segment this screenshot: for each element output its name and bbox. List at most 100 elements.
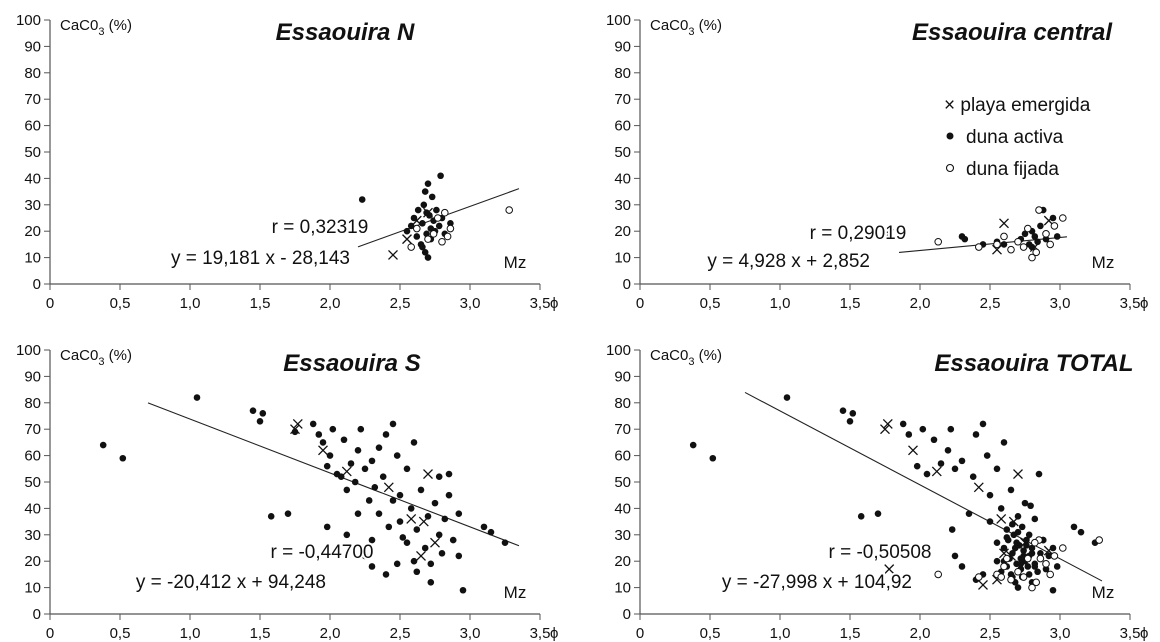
y-tick-label: 60 xyxy=(614,118,631,135)
y-tick-label: 40 xyxy=(24,170,41,187)
data-point-duna-activa xyxy=(923,470,931,478)
data-point-duna-fijada xyxy=(1024,554,1032,563)
chart-title: Essaouira S xyxy=(283,350,420,377)
data-point-duna-activa xyxy=(846,417,854,425)
data-point-duna-activa xyxy=(368,457,376,465)
data-point-duna-activa xyxy=(323,462,331,470)
data-point-duna-activa xyxy=(347,460,355,467)
cross-stroke xyxy=(908,445,918,456)
data-point-duna-activa xyxy=(323,523,331,531)
y-tick-label: 70 xyxy=(614,421,631,438)
data-point-duna-activa xyxy=(419,243,426,251)
x-tick-label: 2,0 xyxy=(910,295,931,312)
data-point-duna-activa xyxy=(1023,536,1030,544)
data-point-duna-activa xyxy=(1007,486,1015,494)
x-axis-label: Mz xyxy=(504,583,527,602)
data-point-duna-activa xyxy=(417,486,425,494)
data-point-duna-activa xyxy=(1011,544,1019,552)
y-tick-label: 70 xyxy=(24,91,41,108)
cross-stroke xyxy=(999,218,1009,229)
cross-stroke xyxy=(402,234,412,245)
data-point-duna-activa xyxy=(365,497,373,504)
data-point-duna-fijada xyxy=(441,208,449,217)
data-point-duna-activa xyxy=(435,222,443,230)
data-point-duna-fijada xyxy=(1095,536,1103,544)
data-point-duna-activa xyxy=(396,518,404,525)
data-point-duna-activa xyxy=(1049,586,1057,594)
legend-item: duna activa xyxy=(946,127,1064,148)
data-point-duna-activa xyxy=(410,439,418,446)
cross-stroke xyxy=(882,418,893,429)
y-tick-label: 70 xyxy=(614,91,631,108)
data-point-duna-activa xyxy=(385,523,393,531)
data-point-duna-activa xyxy=(382,431,390,438)
regression-equation: y = -27,998 x + 104,92 xyxy=(722,572,912,593)
data-point-duna-activa xyxy=(1049,214,1057,222)
data-point-duna-activa xyxy=(340,436,348,444)
data-point-duna-activa xyxy=(1024,563,1032,570)
cross-stroke xyxy=(931,466,942,477)
data-point-duna-activa xyxy=(421,249,429,256)
data-point-duna-fijada xyxy=(975,243,983,251)
data-point-duna-activa xyxy=(459,586,467,594)
x-tick-label: 2,5 xyxy=(390,625,411,642)
data-point-playa-emergida xyxy=(884,564,895,575)
x-tick-label: 2,0 xyxy=(910,625,931,642)
data-point-duna-activa xyxy=(413,233,421,240)
legend-marker-filled-circle xyxy=(946,132,954,140)
data-point-duna-activa xyxy=(424,513,432,520)
data-point-playa-emergida xyxy=(388,250,398,260)
data-point-duna-activa xyxy=(249,407,257,415)
data-point-duna-activa xyxy=(343,531,351,539)
y-tick-label: 40 xyxy=(614,500,631,517)
data-point-duna-activa xyxy=(1025,571,1033,578)
y-tick-label: 20 xyxy=(24,223,41,240)
data-point-duna-activa xyxy=(839,407,847,415)
data-point-playa-emergida xyxy=(996,514,1007,524)
data-point-duna-activa xyxy=(689,441,697,449)
data-point-duna-activa xyxy=(783,394,791,401)
data-point-duna-fijada xyxy=(446,224,455,233)
x-tick-label: 2,5 xyxy=(390,295,411,312)
data-point-playa-emergida xyxy=(978,580,988,590)
y-tick-label: 20 xyxy=(24,553,41,570)
y-tick-label: 70 xyxy=(24,421,41,438)
data-point-duna-activa xyxy=(424,180,432,187)
data-point-duna-fijada xyxy=(1024,224,1032,233)
data-point-duna-activa xyxy=(857,513,865,520)
data-point-duna-fijada xyxy=(1046,240,1054,249)
data-point-duna-activa xyxy=(1034,568,1041,576)
y-tick-label: 10 xyxy=(614,580,631,597)
data-point-duna-activa xyxy=(410,214,418,222)
data-point-duna-fijada xyxy=(934,570,943,579)
data-point-duna-activa xyxy=(403,465,411,473)
x-tick-label: 3,0 xyxy=(460,295,481,312)
y-axis-label: CaC03 (%) xyxy=(60,347,132,368)
y-tick-label: 0 xyxy=(33,276,41,293)
data-point-duna-fijada xyxy=(1059,544,1067,552)
data-point-duna-activa xyxy=(1034,238,1041,246)
data-point-duna-activa xyxy=(958,563,966,570)
x-tick-label: 0 xyxy=(46,625,54,642)
data-point-duna-activa xyxy=(455,552,463,560)
x-tick-label: 3,0 xyxy=(460,625,481,642)
data-point-duna-fijada xyxy=(1050,222,1059,230)
x-axis-label: Mz xyxy=(1092,583,1115,602)
legend-item: × playa emergida xyxy=(944,95,1091,116)
data-point-duna-fijada xyxy=(1000,562,1008,571)
legend-item: duna fijada xyxy=(945,159,1059,180)
x-tick-label: 3,5 xyxy=(1120,295,1141,312)
cross-stroke xyxy=(430,537,440,548)
data-point-duna-fijada xyxy=(429,230,438,238)
data-point-duna-activa xyxy=(319,439,327,446)
cross-stroke xyxy=(292,418,303,429)
data-point-duna-activa xyxy=(433,206,440,214)
y-axis-label: CaC03 (%) xyxy=(650,17,722,38)
x-unit-label: ϕ xyxy=(550,625,558,642)
legend: × playa emergida duna activa duna fijada xyxy=(944,95,1091,180)
legend-marker-open-circle xyxy=(945,163,955,173)
data-point-duna-activa xyxy=(428,193,436,201)
data-point-playa-emergida xyxy=(383,482,394,493)
data-point-duna-activa xyxy=(455,510,463,517)
data-point-duna-fijada xyxy=(1046,570,1054,579)
